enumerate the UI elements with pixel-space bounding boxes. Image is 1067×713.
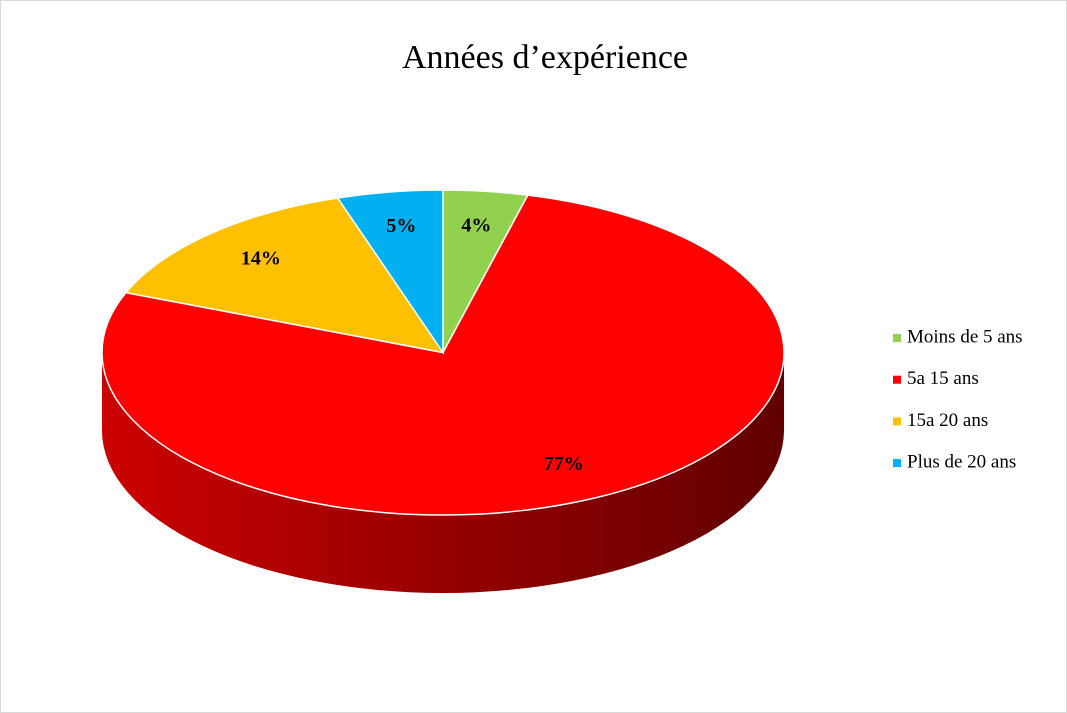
- data-label: 77%: [544, 453, 584, 475]
- legend-swatch: [893, 459, 901, 468]
- legend-label: Moins de 5 ans: [907, 326, 1023, 347]
- legend-label: 5a 15 ans: [907, 368, 979, 389]
- legend-label: 15a 20 ans: [907, 410, 988, 431]
- legend-swatch: [893, 417, 901, 426]
- data-label: 14%: [241, 248, 281, 270]
- chart-title: Années d’expérience: [402, 39, 688, 76]
- data-label: 5%: [386, 215, 416, 237]
- pie-slice-side: [102, 352, 784, 593]
- data-label: 4%: [461, 214, 491, 236]
- legend-label: Plus de 20 ans: [907, 451, 1016, 472]
- legend-swatch: [893, 375, 901, 384]
- pie-slice: [336, 189, 444, 355]
- pie-slice: [101, 194, 785, 516]
- legend-swatch: [893, 334, 901, 342]
